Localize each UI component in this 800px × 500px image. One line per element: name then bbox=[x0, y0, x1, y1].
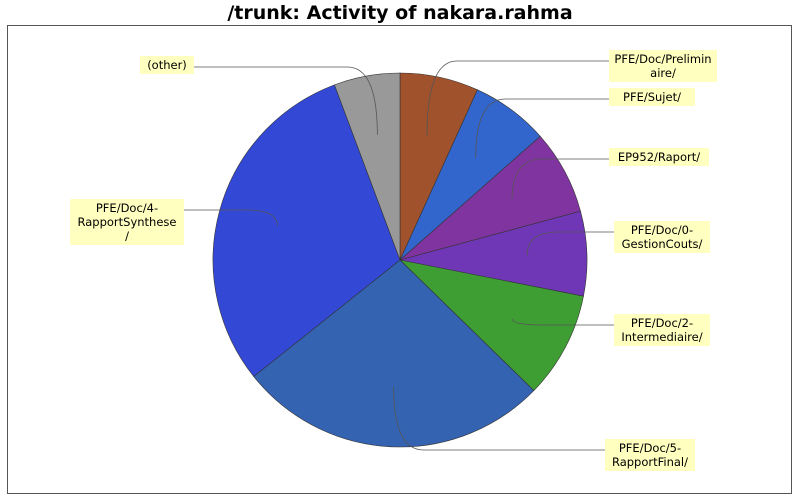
slice-label: PFE/Doc/2- Intermediaire/ bbox=[614, 314, 710, 346]
leader-line bbox=[512, 319, 614, 326]
leader-line bbox=[475, 98, 609, 158]
slice-label: PFE/Doc/0- GestionCouts/ bbox=[614, 221, 710, 253]
pie-slice bbox=[399, 259, 584, 391]
slice-label: (other) bbox=[140, 56, 194, 74]
slice-label: PFE/Doc/5- RapportFinal/ bbox=[605, 439, 695, 471]
chart-title: /trunk: Activity of nakara.rahma bbox=[227, 2, 573, 24]
leader-line bbox=[184, 209, 278, 227]
leader-line bbox=[393, 386, 605, 451]
leader-line bbox=[526, 231, 614, 256]
leader-line bbox=[426, 60, 609, 136]
leader-line bbox=[194, 66, 378, 135]
pie-slice bbox=[334, 72, 401, 261]
slice-label: PFE/Doc/Prelimin aire/ bbox=[609, 50, 717, 82]
slice-label: PFE/Doc/4- RapportSynthese / bbox=[70, 199, 184, 245]
slice-label: EP952/Raport/ bbox=[609, 148, 709, 166]
pie-slice bbox=[253, 259, 535, 448]
leader-line bbox=[511, 158, 609, 200]
slice-label: PFE/Sujet/ bbox=[609, 88, 695, 106]
plot-frame bbox=[7, 25, 792, 494]
